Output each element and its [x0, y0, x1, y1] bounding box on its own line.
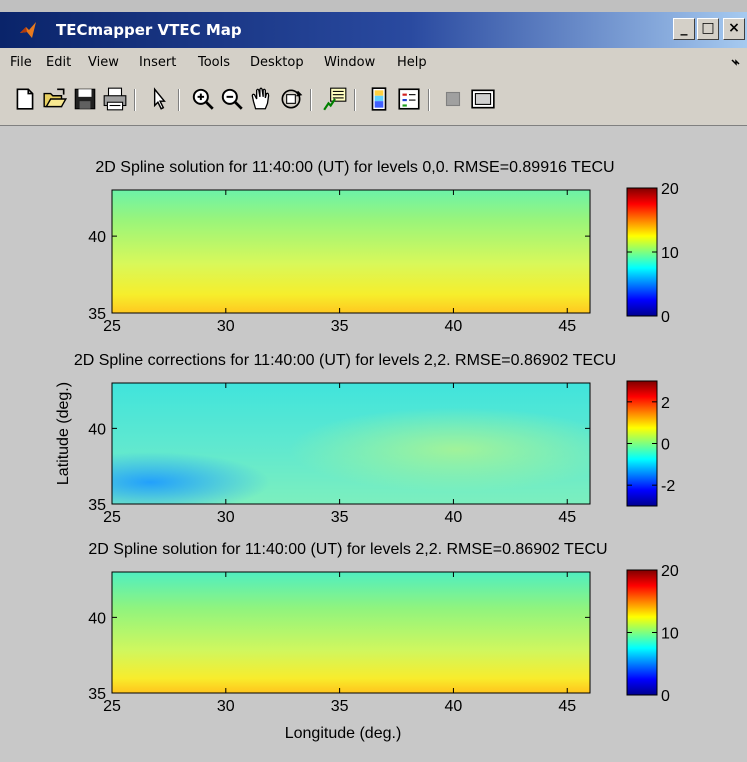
close-button[interactable]: × — [723, 18, 745, 40]
y-tick-label: 40 — [88, 229, 106, 246]
x-tick-label: 35 — [331, 698, 349, 715]
menu-edit[interactable]: Edit — [46, 55, 72, 70]
minimize-button[interactable]: _ — [673, 18, 695, 40]
colorbar-tick-label: 10 — [661, 626, 679, 643]
subplot-2: 2D Spline corrections for 11:40:00 (UT) … — [55, 352, 675, 526]
y-tick-label: 40 — [88, 421, 106, 438]
matlab-logo-icon — [20, 22, 36, 38]
colorbar-tick-label: 2 — [661, 395, 670, 412]
hide-plot-tools-icon[interactable] — [440, 86, 466, 112]
x-tick-label: 45 — [558, 318, 576, 335]
axes-box — [111, 571, 591, 694]
subplot-title: 2D Spline solution for 11:40:00 (UT) for… — [88, 541, 607, 558]
maximize-button[interactable]: □ — [697, 18, 719, 40]
y-tick-label: 35 — [88, 497, 106, 514]
axes-box — [111, 382, 591, 505]
data-cursor-icon[interactable] — [322, 86, 348, 112]
heatmap-feature — [112, 383, 590, 504]
heatmap-field — [112, 572, 590, 693]
open-file-icon[interactable] — [42, 86, 68, 112]
menu-bar: File Edit View Insert Tools Desktop Wind… — [0, 48, 747, 77]
x-tick-label: 35 — [331, 509, 349, 526]
print-icon[interactable] — [102, 86, 128, 112]
x-tick-label: 25 — [103, 509, 121, 526]
colorbar-tick-label: 0 — [661, 437, 670, 454]
zoom-in-icon[interactable] — [190, 86, 216, 112]
window-title: TECmapper VTEC Map — [56, 21, 242, 39]
insert-legend-icon[interactable] — [396, 86, 422, 112]
subplot-title: 2D Spline corrections for 11:40:00 (UT) … — [74, 352, 616, 369]
show-plot-tools-icon[interactable] — [470, 86, 496, 112]
menu-arrow-icon[interactable] — [731, 58, 741, 68]
x-tick-label: 35 — [331, 318, 349, 335]
y-tick-label: 35 — [88, 686, 106, 703]
menu-desktop[interactable]: Desktop — [250, 55, 304, 70]
colorbar-tick-label: 20 — [661, 181, 679, 198]
toolbar-separator — [134, 89, 136, 111]
colorbar-tick-label: 0 — [661, 309, 670, 326]
x-tick-label: 25 — [103, 698, 121, 715]
pan-hand-icon[interactable] — [248, 86, 274, 112]
colorbar-tick-label: 0 — [661, 688, 670, 705]
x-tick-label: 30 — [217, 318, 235, 335]
heatmap-field — [112, 190, 590, 313]
rotate-3d-icon[interactable] — [278, 86, 304, 112]
title-bar[interactable]: TECmapper VTEC Map _ □ × — [0, 12, 747, 48]
toolbar-separator — [354, 89, 356, 111]
new-figure-icon[interactable] — [12, 86, 38, 112]
edit-plot-arrow-icon[interactable] — [146, 86, 172, 112]
axes-box — [111, 189, 591, 314]
colorbar-tick-label: 10 — [661, 245, 679, 262]
menu-tools[interactable]: Tools — [198, 55, 231, 70]
y-tick-label: 40 — [88, 610, 106, 627]
zoom-out-icon[interactable] — [219, 86, 245, 112]
figure-canvas: 2D Spline solution for 11:40:00 (UT) for… — [0, 126, 747, 762]
figure-plots: 2D Spline solution for 11:40:00 (UT) for… — [55, 159, 679, 742]
subplot-1: 2D Spline solution for 11:40:00 (UT) for… — [88, 159, 679, 335]
subplot-title: 2D Spline solution for 11:40:00 (UT) for… — [95, 159, 614, 176]
save-icon[interactable] — [72, 86, 98, 112]
x-tick-label: 25 — [103, 318, 121, 335]
toolbar-separator — [178, 89, 180, 111]
subplot-3: 2D Spline solution for 11:40:00 (UT) for… — [88, 541, 679, 742]
x-tick-label: 40 — [445, 318, 463, 335]
menu-file[interactable]: File — [10, 55, 32, 70]
y-tick-label: 35 — [88, 306, 106, 323]
menu-window[interactable]: Window — [324, 55, 376, 70]
x-tick-label: 40 — [445, 509, 463, 526]
x-tick-label: 45 — [558, 698, 576, 715]
x-tick-label: 40 — [445, 698, 463, 715]
insert-colorbar-icon[interactable] — [366, 86, 392, 112]
colorbar-tick-label: -2 — [661, 478, 675, 495]
menu-insert[interactable]: Insert — [139, 55, 177, 70]
menu-help[interactable]: Help — [397, 55, 427, 70]
toolbar-separator — [428, 89, 430, 111]
figure-toolbar — [0, 77, 747, 126]
toolbar-separator — [310, 89, 312, 111]
x-tick-label: 45 — [558, 509, 576, 526]
x-tick-label: 30 — [217, 698, 235, 715]
y-axis-label: Latitude (deg.) — [55, 382, 72, 485]
menu-view[interactable]: View — [88, 55, 119, 70]
colorbar-tick-label: 20 — [661, 563, 679, 580]
x-tick-label: 30 — [217, 509, 235, 526]
x-axis-label: Longitude (deg.) — [285, 725, 402, 742]
